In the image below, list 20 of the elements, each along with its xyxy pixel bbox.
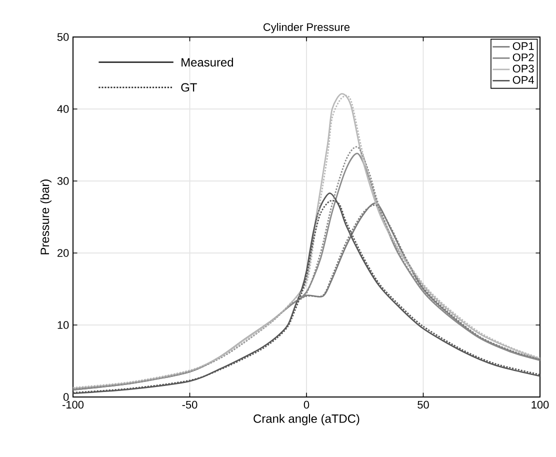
legend-label: OP1	[512, 42, 534, 50]
y-tick-label: 40	[57, 105, 69, 113]
x-tick-label: 100	[532, 400, 549, 409]
chart-title: Cylinder Pressure	[264, 22, 350, 34]
x-tick-label: 0	[304, 400, 310, 409]
y-tick-label: 20	[58, 249, 69, 257]
x-tick-label: -50	[182, 400, 198, 409]
legend-label: OP4	[512, 76, 534, 84]
x-axis-title: Crank angle (aTDC)	[254, 414, 360, 426]
legend-label: OP3	[512, 64, 534, 73]
y-tick-label: 50	[57, 33, 69, 41]
y-tick-label: 10	[58, 321, 69, 329]
y-tick-label: 30	[57, 177, 69, 185]
annotation: GT	[181, 83, 197, 92]
x-tick-label: 50	[418, 400, 429, 409]
y-tick-label: 0	[63, 393, 69, 401]
annotation: Measured	[182, 58, 233, 67]
x-tick-label: -100	[62, 400, 84, 409]
legend-label: OP2	[512, 53, 534, 62]
y-axis-title: Pressure (bar)	[40, 180, 52, 254]
